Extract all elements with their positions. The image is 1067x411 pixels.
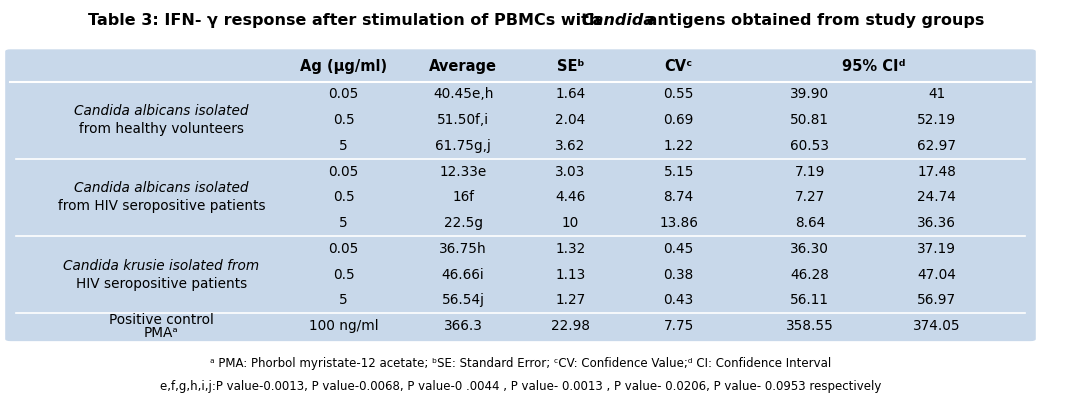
Text: 8.74: 8.74 [664, 190, 694, 204]
Text: 0.45: 0.45 [664, 242, 694, 256]
Text: from healthy volunteers: from healthy volunteers [79, 122, 244, 136]
Text: 62.97: 62.97 [918, 139, 956, 153]
Text: PMAᵃ: PMAᵃ [144, 326, 179, 340]
Text: e,f,g,h,i,j:P value-0.0013, P value-0.0068, P value-0 .0044 , P value- 0.0013 , : e,f,g,h,i,j:P value-0.0013, P value-0.00… [160, 380, 881, 393]
Text: 1.64: 1.64 [555, 88, 586, 102]
Text: 16f: 16f [452, 190, 474, 204]
Text: 40.45e,h: 40.45e,h [433, 88, 494, 102]
Text: 56.97: 56.97 [918, 293, 956, 307]
Text: 51.50f,i: 51.50f,i [437, 113, 490, 127]
Text: 5: 5 [339, 139, 348, 153]
Text: Candida krusie isolated from: Candida krusie isolated from [63, 259, 259, 272]
Text: Average: Average [429, 59, 497, 74]
Text: 7.19: 7.19 [795, 165, 825, 179]
Text: 61.75g,j: 61.75g,j [435, 139, 491, 153]
Text: 0.5: 0.5 [333, 268, 354, 282]
Text: 37.19: 37.19 [918, 242, 956, 256]
Text: 100 ng/ml: 100 ng/ml [308, 319, 379, 333]
Text: 0.5: 0.5 [333, 113, 354, 127]
Text: 0.55: 0.55 [664, 88, 694, 102]
Text: 17.48: 17.48 [918, 165, 956, 179]
Text: 3.62: 3.62 [555, 139, 586, 153]
Text: 95% CIᵈ: 95% CIᵈ [842, 59, 905, 74]
Text: 358.55: 358.55 [786, 319, 833, 333]
Text: 4.46: 4.46 [555, 190, 586, 204]
Text: Candida: Candida [580, 13, 654, 28]
Text: 46.28: 46.28 [791, 268, 829, 282]
Text: 46.66i: 46.66i [442, 268, 484, 282]
Text: ᵃ PMA: Phorbol myristate-12 acetate; ᵇSE: Standard Error; ᶜCV: Confidence Value;: ᵃ PMA: Phorbol myristate-12 acetate; ᵇSE… [210, 357, 831, 370]
Text: antigens obtained from study groups: antigens obtained from study groups [641, 13, 985, 28]
Text: Table 3: IFN- γ response after stimulation of PBMCs with: Table 3: IFN- γ response after stimulati… [89, 13, 606, 28]
Text: Candida albicans isolated: Candida albicans isolated [74, 104, 249, 118]
Text: 41: 41 [928, 88, 945, 102]
Text: 0.05: 0.05 [329, 88, 359, 102]
Text: 47.04: 47.04 [918, 268, 956, 282]
Text: 36.30: 36.30 [791, 242, 829, 256]
Text: 5.15: 5.15 [664, 165, 694, 179]
Text: 22.98: 22.98 [551, 319, 590, 333]
Text: 60.53: 60.53 [791, 139, 829, 153]
Text: Ag (µg/ml): Ag (µg/ml) [300, 59, 387, 74]
Text: 39.90: 39.90 [791, 88, 829, 102]
Text: 12.33e: 12.33e [440, 165, 487, 179]
Text: 0.5: 0.5 [333, 190, 354, 204]
Text: Candida albicans isolated: Candida albicans isolated [74, 181, 249, 195]
Text: 24.74: 24.74 [918, 190, 956, 204]
Text: 50.81: 50.81 [791, 113, 829, 127]
Text: 5: 5 [339, 293, 348, 307]
Text: 1.13: 1.13 [555, 268, 586, 282]
Text: 8.64: 8.64 [795, 216, 825, 230]
Text: 0.38: 0.38 [664, 268, 694, 282]
Text: 3.03: 3.03 [555, 165, 586, 179]
Text: from HIV seropositive patients: from HIV seropositive patients [58, 199, 266, 213]
Text: Positive control: Positive control [109, 313, 213, 327]
Text: 0.05: 0.05 [329, 165, 359, 179]
Text: 0.05: 0.05 [329, 242, 359, 256]
Text: 56.54j: 56.54j [442, 293, 484, 307]
Text: 36.75h: 36.75h [440, 242, 488, 256]
Text: 366.3: 366.3 [444, 319, 482, 333]
Text: SEᵇ: SEᵇ [557, 59, 585, 74]
FancyBboxPatch shape [5, 49, 1036, 341]
Text: 1.32: 1.32 [555, 242, 586, 256]
Text: 0.43: 0.43 [664, 293, 694, 307]
Text: 10: 10 [562, 216, 579, 230]
Text: 0.69: 0.69 [664, 113, 694, 127]
Text: 36.36: 36.36 [918, 216, 956, 230]
Text: 1.22: 1.22 [664, 139, 694, 153]
Text: 52.19: 52.19 [918, 113, 956, 127]
Text: 2.04: 2.04 [555, 113, 586, 127]
Text: 13.86: 13.86 [659, 216, 698, 230]
Text: CVᶜ: CVᶜ [665, 59, 692, 74]
Text: HIV seropositive patients: HIV seropositive patients [76, 277, 246, 291]
Text: 1.27: 1.27 [555, 293, 586, 307]
Text: 22.5g: 22.5g [444, 216, 482, 230]
Text: 374.05: 374.05 [913, 319, 960, 333]
Text: 56.11: 56.11 [791, 293, 829, 307]
Text: 5: 5 [339, 216, 348, 230]
Text: 7.75: 7.75 [664, 319, 694, 333]
Text: 7.27: 7.27 [795, 190, 825, 204]
